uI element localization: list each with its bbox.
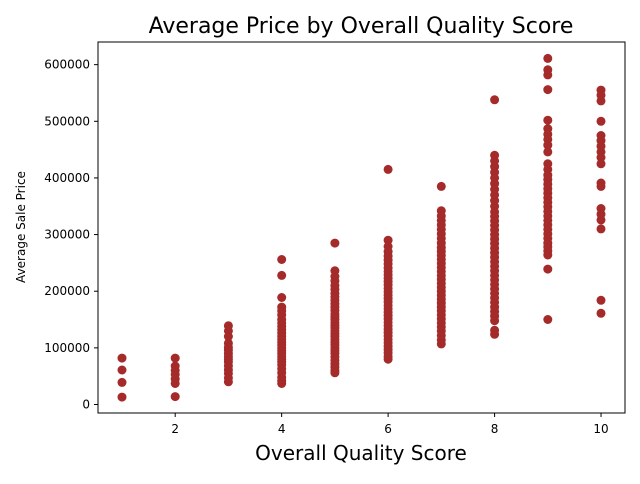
x-tick-label-1: 4 xyxy=(278,422,286,436)
data-point-7-37 xyxy=(490,329,500,339)
y-axis-ticks: 0 100000 200000 300000 400000 500000 600000 xyxy=(44,58,98,412)
data-point-9-14 xyxy=(596,215,606,225)
data-point-9-8 xyxy=(596,153,606,162)
x-axis-label: Overall Quality Score xyxy=(255,441,467,465)
plot-frame xyxy=(97,41,626,414)
data-point-3-2 xyxy=(277,293,287,302)
y-tick-label-0: 0 xyxy=(82,398,90,412)
data-point-7-0 xyxy=(490,95,500,105)
data-point-5-1 xyxy=(383,235,393,245)
data-point-2-2 xyxy=(223,332,233,341)
data-point-9-9 xyxy=(596,159,606,169)
data-point-8-4 xyxy=(543,115,553,125)
x-tick-label-0: 2 xyxy=(171,422,179,436)
data-point-3-26 xyxy=(277,379,287,388)
data-point-1-0 xyxy=(170,353,180,363)
data-points xyxy=(117,53,606,402)
data-point-8-31 xyxy=(543,264,553,274)
data-point-8-30 xyxy=(543,250,553,260)
data-point-9-2 xyxy=(596,96,606,106)
data-point-2-14 xyxy=(223,377,233,387)
chart-title: Average Price by Overall Quality Score xyxy=(149,14,574,39)
data-point-6-0 xyxy=(436,181,446,191)
y-tick-label-6: 600000 xyxy=(44,58,90,72)
x-tick-label-3: 8 xyxy=(491,422,499,436)
y-tick-label-5: 500000 xyxy=(44,114,90,128)
data-point-9-11 xyxy=(596,181,606,191)
data-point-5-34 xyxy=(383,354,393,364)
data-point-3-1 xyxy=(277,270,287,280)
data-point-7-35 xyxy=(490,316,500,326)
y-tick-label-3: 300000 xyxy=(44,228,90,242)
y-tick-label-2: 200000 xyxy=(44,284,90,298)
data-point-9-17 xyxy=(596,308,606,318)
data-point-8-8 xyxy=(543,140,553,150)
data-point-9-3 xyxy=(596,116,606,126)
data-point-4-32 xyxy=(330,368,340,378)
data-point-0-3 xyxy=(117,392,127,402)
data-point-4-0 xyxy=(330,238,340,248)
data-point-1-6 xyxy=(170,392,180,402)
data-point-5-0 xyxy=(383,164,393,174)
data-point-8-0 xyxy=(543,53,553,63)
data-point-8-3 xyxy=(543,85,553,95)
x-tick-label-4: 10 xyxy=(593,422,608,436)
data-point-1-5 xyxy=(170,379,180,388)
x-tick-label-2: 6 xyxy=(384,422,392,436)
data-point-8-2 xyxy=(543,70,553,80)
data-point-0-1 xyxy=(117,365,127,375)
x-axis-ticks: 2 4 6 8 10 xyxy=(171,413,609,436)
y-tick-label-1: 100000 xyxy=(44,341,90,355)
data-point-8-9 xyxy=(543,147,553,157)
data-point-9-16 xyxy=(596,295,606,305)
data-point-8-32 xyxy=(543,315,553,324)
y-tick-label-4: 400000 xyxy=(44,171,90,185)
data-point-0-2 xyxy=(117,377,127,387)
data-point-0-0 xyxy=(117,353,127,363)
y-axis-label: Average Sale Price xyxy=(14,171,28,283)
data-point-9-15 xyxy=(596,224,606,234)
data-point-6-33 xyxy=(436,339,446,349)
data-point-3-0 xyxy=(277,255,287,264)
